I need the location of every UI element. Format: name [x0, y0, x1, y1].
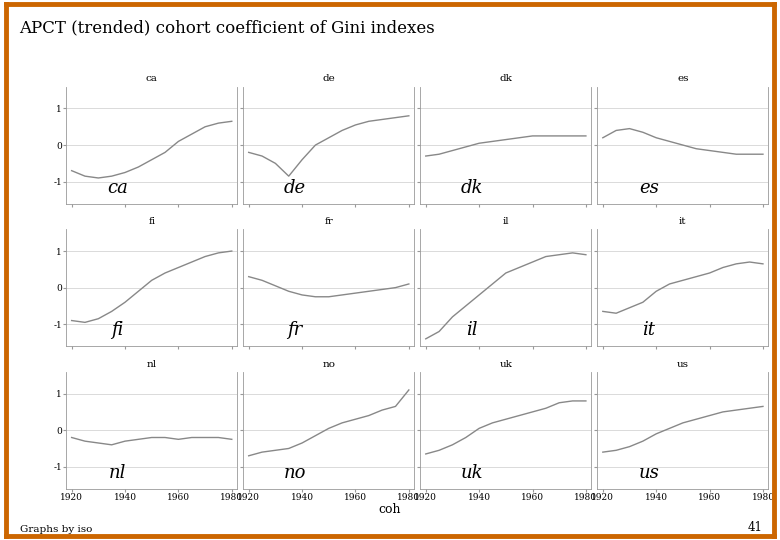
Text: coh: coh	[379, 503, 401, 516]
Text: ca: ca	[146, 75, 158, 84]
Text: nl: nl	[109, 464, 126, 482]
Text: dk: dk	[460, 179, 483, 197]
Text: ca: ca	[107, 179, 128, 197]
Text: us: us	[638, 464, 659, 482]
Text: fi: fi	[112, 321, 124, 339]
Text: il: il	[502, 217, 509, 226]
Text: dk: dk	[499, 75, 512, 84]
Text: it: it	[642, 321, 655, 339]
Text: es: es	[639, 179, 658, 197]
Text: Graphs by iso: Graphs by iso	[20, 524, 92, 534]
Text: 41: 41	[748, 521, 763, 534]
Text: us: us	[677, 360, 689, 369]
Text: uk: uk	[499, 360, 512, 369]
Text: nl: nl	[147, 360, 157, 369]
Text: de: de	[284, 179, 306, 197]
Text: uk: uk	[460, 464, 483, 482]
Text: il: il	[466, 321, 477, 339]
Text: it: it	[679, 217, 686, 226]
Text: fr: fr	[287, 321, 302, 339]
Text: de: de	[322, 75, 335, 84]
Text: fi: fi	[148, 217, 155, 226]
Text: APCT (trended) cohort coefficient of Gini indexes: APCT (trended) cohort coefficient of Gin…	[20, 19, 435, 36]
Text: no: no	[322, 360, 335, 369]
Text: es: es	[677, 75, 689, 84]
Text: fr: fr	[324, 217, 333, 226]
Text: no: no	[283, 464, 306, 482]
